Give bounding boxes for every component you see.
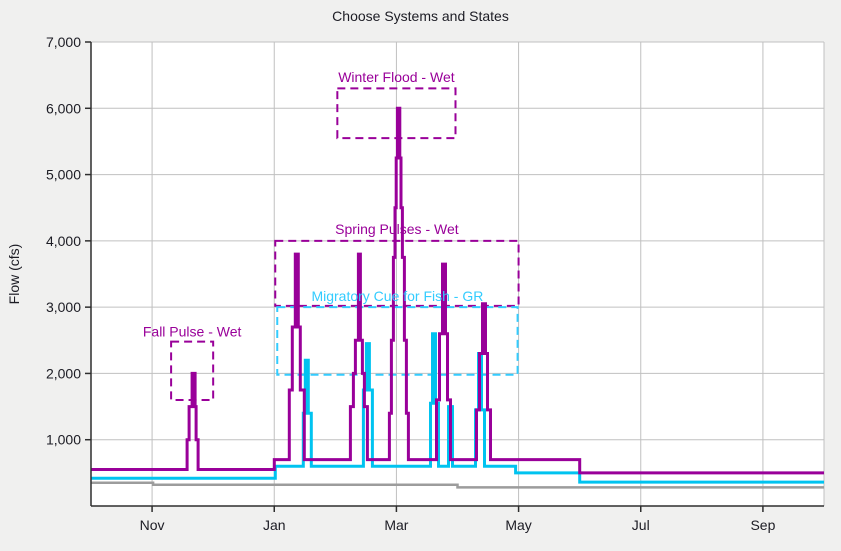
x-tick-label: Nov <box>140 517 165 533</box>
x-tick-label: Jan <box>263 517 286 533</box>
y-tick-label: 3,000 <box>46 299 81 315</box>
y-tick-label: 1,000 <box>46 432 81 448</box>
x-tick-label: Sep <box>750 517 775 533</box>
y-tick-label: 2,000 <box>46 365 81 381</box>
series-line-cyan-flow <box>91 332 824 484</box>
annotation-box-migratory-cue <box>276 306 519 376</box>
chart-title: Choose Systems and States <box>332 8 509 24</box>
y-tick-label: 7,000 <box>46 34 81 50</box>
series-line-purple-flow <box>91 106 824 475</box>
annotation-label-migratory-cue: Migratory Cue for Fish - GR <box>311 288 483 304</box>
y-tick-label: 6,000 <box>46 100 81 116</box>
annotation-box-spring-pulses <box>274 239 520 307</box>
series-line-gray-flow <box>91 481 824 489</box>
y-tick-label: 5,000 <box>46 167 81 183</box>
plot-background <box>91 42 824 506</box>
x-tick-label: Mar <box>384 517 408 533</box>
annotation-label-winter-flood: Winter Flood - Wet <box>338 69 455 85</box>
annotation-label-fall-pulse: Fall Pulse - Wet <box>143 323 242 339</box>
y-tick-label: 4,000 <box>46 233 81 249</box>
annotation-label-spring-pulses: Spring Pulses - Wet <box>335 221 459 237</box>
x-tick-label: May <box>505 517 531 533</box>
x-tick-label: Jul <box>632 517 650 533</box>
